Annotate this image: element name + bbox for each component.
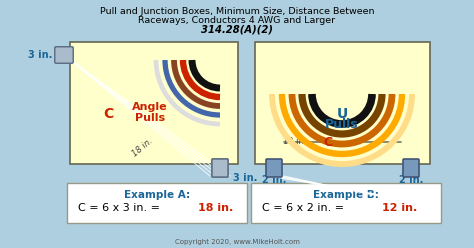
Text: 12 in.: 12 in.: [283, 137, 307, 147]
Text: Example B:: Example B:: [313, 190, 379, 200]
Text: Angle: Angle: [132, 102, 168, 112]
Text: 18 in.: 18 in.: [198, 203, 233, 213]
Text: 2 in.: 2 in.: [399, 175, 423, 185]
Text: C: C: [323, 135, 332, 149]
FancyBboxPatch shape: [212, 159, 228, 177]
Text: 314.28(A)(2): 314.28(A)(2): [201, 25, 273, 35]
FancyBboxPatch shape: [255, 42, 430, 164]
Text: Raceways, Conductors 4 AWG and Larger: Raceways, Conductors 4 AWG and Larger: [138, 16, 336, 25]
Text: 2 in.: 2 in.: [262, 175, 286, 185]
Text: U: U: [337, 107, 347, 121]
Text: C: C: [103, 107, 113, 121]
FancyBboxPatch shape: [55, 47, 73, 63]
Text: 3 in.: 3 in.: [233, 173, 257, 183]
FancyBboxPatch shape: [55, 47, 73, 63]
Text: Pulls: Pulls: [135, 113, 165, 123]
Text: Pulls: Pulls: [325, 119, 359, 131]
Text: Copyright 2020, www.MikeHolt.com: Copyright 2020, www.MikeHolt.com: [174, 239, 300, 245]
Text: C = 6 x 2 in. =: C = 6 x 2 in. =: [262, 203, 347, 213]
Text: 18 in.: 18 in.: [130, 136, 154, 158]
Text: Example A:: Example A:: [124, 190, 190, 200]
FancyBboxPatch shape: [212, 159, 228, 177]
Text: C = 6 x 3 in. =: C = 6 x 3 in. =: [78, 203, 164, 213]
Text: 3 in.: 3 in.: [27, 50, 52, 60]
FancyBboxPatch shape: [67, 183, 247, 223]
FancyBboxPatch shape: [70, 42, 238, 164]
FancyBboxPatch shape: [403, 159, 419, 177]
Text: Pull and Junction Boxes, Minimum Size, Distance Between: Pull and Junction Boxes, Minimum Size, D…: [100, 7, 374, 16]
FancyBboxPatch shape: [251, 183, 441, 223]
FancyBboxPatch shape: [266, 159, 282, 177]
Text: 12 in.: 12 in.: [382, 203, 417, 213]
